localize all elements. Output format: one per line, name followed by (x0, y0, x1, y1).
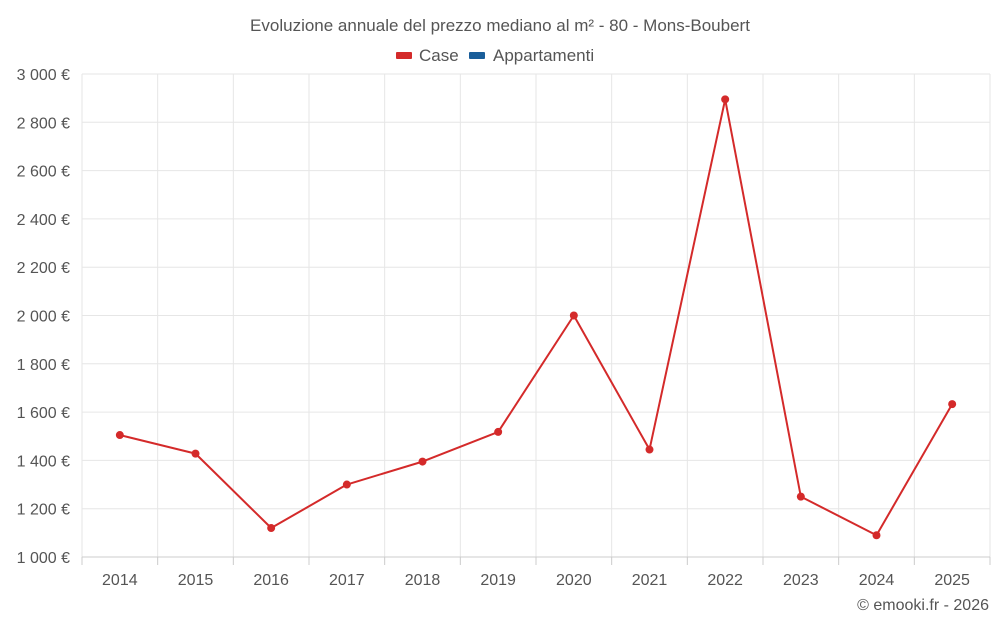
x-tick-label: 2025 (934, 572, 970, 589)
x-tick-label: 2021 (632, 572, 668, 589)
x-tick-label: 2017 (329, 572, 365, 589)
legend: Case Appartamenti (396, 46, 594, 65)
y-tick-label: 2 800 € (17, 115, 70, 132)
y-axis-ticks: 1 000 € 1 200 € 1 400 € 1 600 € 1 800 € 2 000… (17, 67, 70, 567)
x-tick-label: 2020 (556, 572, 592, 589)
x-tick-label: 2018 (405, 572, 441, 589)
x-tick-label: 2015 (178, 572, 214, 589)
x-tick-label: 2023 (783, 572, 819, 589)
y-tick-label: 2 000 € (17, 309, 70, 326)
x-tick-label: 2016 (253, 572, 289, 589)
data-point-case-2025[interactable] (948, 400, 957, 409)
x-tick-label: 2019 (480, 572, 516, 589)
credit-text: © emooki.fr - 2026 (857, 597, 989, 614)
data-point-case-2024[interactable] (872, 531, 881, 540)
y-tick-label: 2 200 € (17, 260, 70, 277)
y-tick-label: 1 800 € (17, 357, 70, 374)
data-point-case-2023[interactable] (796, 492, 805, 501)
series-layer (115, 95, 957, 540)
y-tick-label: 2 400 € (17, 212, 70, 229)
y-tick-label: 1 000 € (17, 550, 70, 567)
y-tick-label: 1 400 € (17, 453, 70, 470)
data-point-case-2017[interactable] (342, 480, 351, 489)
legend-item-case[interactable]: Case (396, 46, 459, 65)
y-tick-label: 2 600 € (17, 164, 70, 181)
data-point-case-2016[interactable] (267, 524, 276, 533)
x-axis-ticks: 2014 2015 2016 2017 2018 2019 2020 2021 2022 2023… (102, 572, 970, 589)
data-point-case-2018[interactable] (418, 457, 427, 466)
legend-label-case: Case (419, 46, 459, 65)
y-tick-label: 1 600 € (17, 405, 70, 422)
x-tick-label: 2014 (102, 572, 138, 589)
y-tick-label: 1 200 € (17, 502, 70, 519)
chart-title: Evoluzione annuale del prezzo mediano al… (250, 16, 750, 35)
x-tick-label: 2022 (707, 572, 743, 589)
legend-label-appartamenti: Appartamenti (493, 46, 594, 65)
series-line-case (119, 98, 954, 537)
data-point-case-2022[interactable] (721, 95, 730, 104)
y-tick-label: 3 000 € (17, 67, 70, 84)
legend-item-appartamenti[interactable]: Appartamenti (469, 46, 594, 65)
legend-swatch-appartamenti (469, 52, 485, 59)
axes (81, 556, 991, 565)
grid (81, 73, 991, 558)
data-point-case-2021[interactable] (645, 445, 654, 454)
legend-swatch-case (396, 52, 412, 59)
data-point-case-2015[interactable] (191, 449, 200, 458)
data-point-case-2020[interactable] (569, 311, 578, 320)
data-point-case-2019[interactable] (494, 427, 503, 436)
data-point-case-2014[interactable] (115, 431, 124, 440)
x-tick-label: 2024 (859, 572, 895, 589)
